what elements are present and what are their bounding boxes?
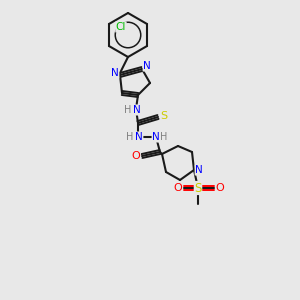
Text: S: S [160,111,168,121]
Text: N: N [195,165,203,175]
Text: N: N [133,105,141,115]
Text: N: N [135,132,143,142]
Text: H: H [160,132,168,142]
Text: Cl: Cl [116,22,126,32]
Text: N: N [152,132,160,142]
Text: O: O [216,183,224,193]
Text: N: N [111,68,119,78]
Text: S: S [194,182,202,194]
Text: O: O [174,183,182,193]
Text: N: N [143,61,151,71]
Text: H: H [126,132,134,142]
Text: H: H [124,105,132,115]
Text: O: O [132,151,140,161]
